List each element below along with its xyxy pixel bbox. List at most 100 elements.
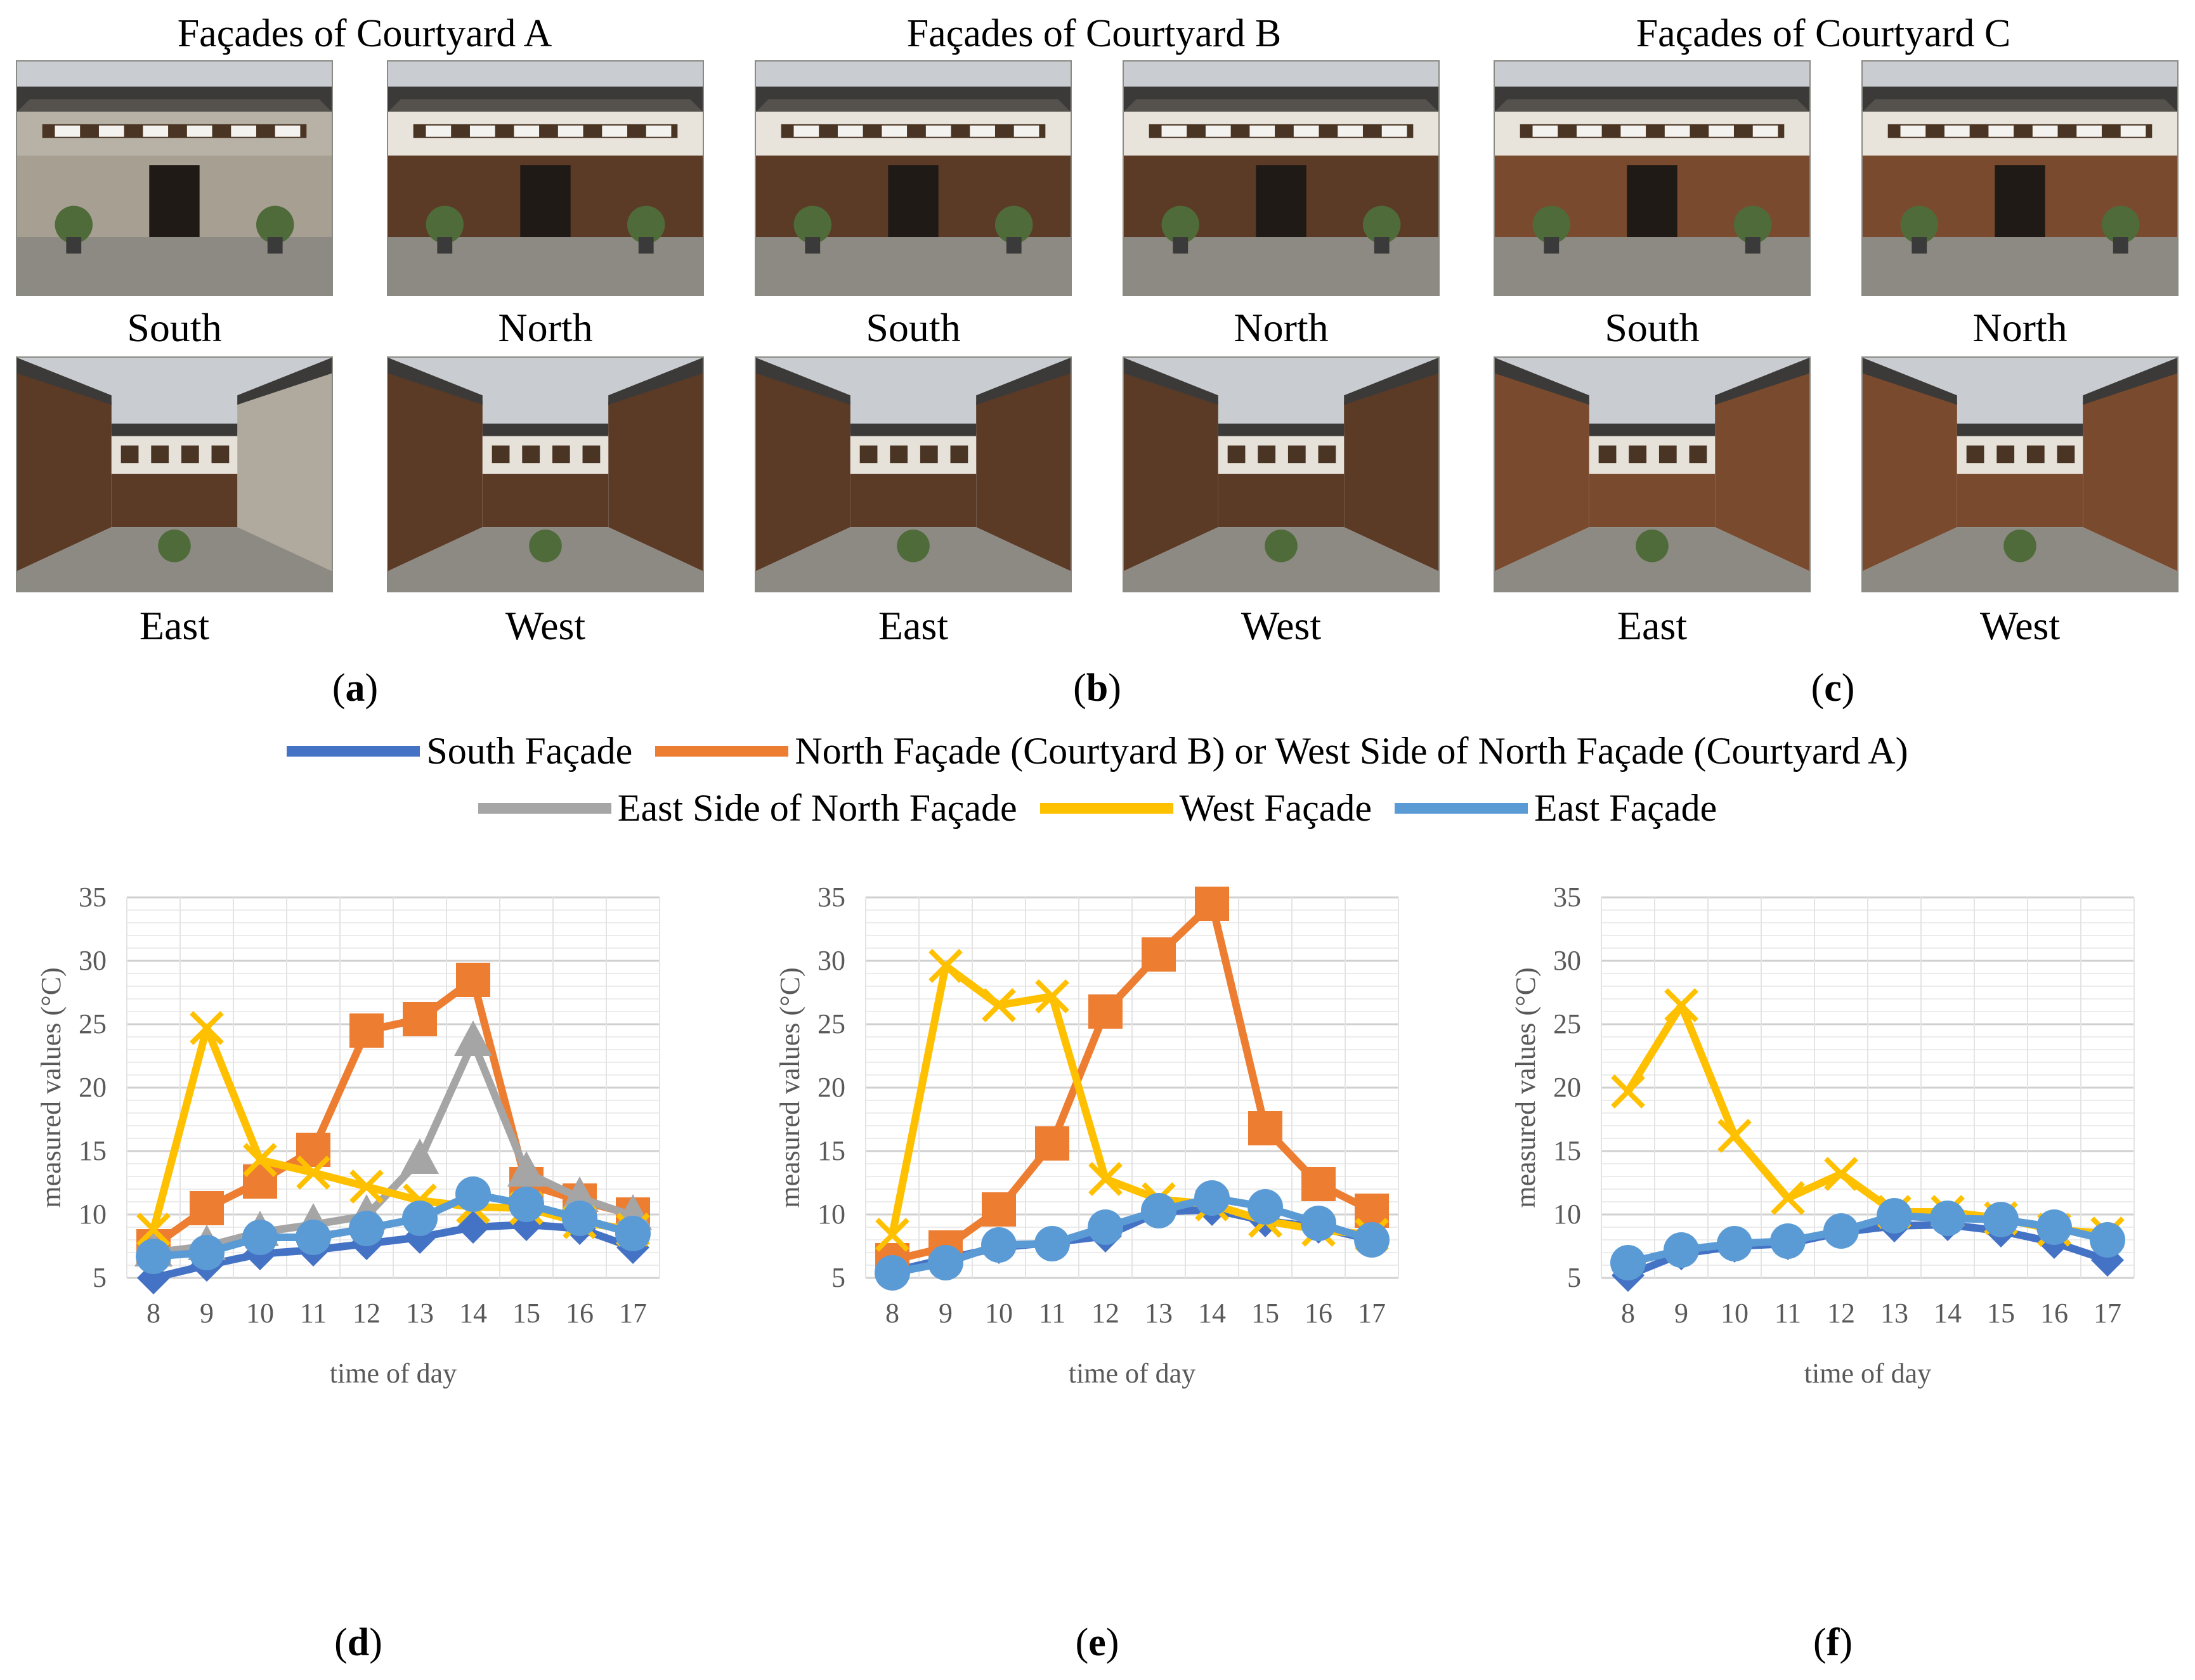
marker-north bbox=[1301, 1167, 1336, 1201]
marker-west bbox=[1824, 1157, 1858, 1191]
marker-east bbox=[562, 1201, 597, 1236]
series-line-west bbox=[889, 962, 1376, 1239]
series-line-north bbox=[150, 976, 637, 1250]
marker-north bbox=[982, 1192, 1016, 1227]
marker-north bbox=[1142, 937, 1176, 972]
legend-swatch-south bbox=[287, 746, 420, 757]
x-tick-label: 13 bbox=[1880, 1298, 1908, 1329]
legend-label-east: East Façade bbox=[1534, 787, 1717, 829]
x-tick-label: 14 bbox=[459, 1298, 487, 1329]
x-tick-label: 9 bbox=[1674, 1298, 1688, 1329]
marker-east bbox=[981, 1227, 1017, 1263]
legend-swatch-east-north bbox=[478, 803, 611, 814]
label-south-a: South bbox=[127, 305, 222, 350]
y-tick-label: 20 bbox=[79, 1072, 107, 1103]
series-line-south bbox=[150, 1221, 637, 1282]
x-tick-label: 12 bbox=[1091, 1298, 1119, 1329]
chart-svg-f: 5 10 15 20 25 30 35 8 9 10 11 12 13 14 15 16 17 time of d… bbox=[1510, 882, 2135, 1389]
panel-label-d: (d) bbox=[334, 1621, 382, 1664]
legend-label-north: North Façade (Courtyard B) or West Side … bbox=[795, 730, 1908, 772]
marker-west bbox=[349, 1169, 384, 1204]
marker-east bbox=[1141, 1193, 1176, 1228]
chart-d: 5 10 15 20 25 30 35 8 9 10 11 12 13 14 15 16 17 time of d… bbox=[13, 859, 742, 1576]
photo-south-b bbox=[755, 60, 1072, 296]
legend-row-1: South Façade North Façade (Courtyard B) … bbox=[0, 729, 2195, 773]
x-axis-label: time of day bbox=[330, 1358, 457, 1389]
label-east-a: East bbox=[139, 603, 210, 648]
legend-label-south: South Façade bbox=[426, 730, 633, 772]
marker-east_north bbox=[507, 1151, 545, 1187]
x-tick-label: 12 bbox=[1827, 1298, 1855, 1329]
x-tick-label: 15 bbox=[1987, 1298, 2015, 1329]
y-tick-label: 5 bbox=[1567, 1262, 1581, 1293]
y-tick-label: 30 bbox=[1553, 945, 1581, 976]
legend-label-east-north: East Side of North Façade bbox=[617, 787, 1017, 829]
legend-item-north: North Façade (Courtyard B) or West Side … bbox=[655, 729, 1908, 773]
x-tick-label: 16 bbox=[2040, 1298, 2068, 1329]
series-line-east bbox=[889, 1194, 1376, 1277]
marker-east bbox=[402, 1201, 438, 1236]
chart-svg-e: 5 10 15 20 25 30 35 8 9 10 11 12 13 14 15 16 17 time of d… bbox=[774, 882, 1399, 1389]
courtyard-c-title: Façades of Courtyard C bbox=[1636, 12, 2011, 55]
marker-west bbox=[243, 1143, 277, 1177]
marker-west bbox=[1771, 1181, 1805, 1215]
marker-north bbox=[349, 1013, 384, 1048]
photo-west-c bbox=[1861, 356, 2179, 592]
chart-f: 5 10 15 20 25 30 35 8 9 10 11 12 13 14 15 16 17 time of d… bbox=[1487, 859, 2195, 1576]
marker-east_north bbox=[561, 1176, 599, 1212]
photo-west-b bbox=[1123, 356, 1440, 592]
courtyard-a-title: Façades of Courtyard A bbox=[177, 12, 552, 55]
x-tick-label: 13 bbox=[406, 1298, 434, 1329]
marker-east bbox=[1354, 1222, 1390, 1258]
series-line-north bbox=[889, 900, 1376, 1264]
legend-item-east: East Façade bbox=[1395, 786, 1717, 830]
label-north-a: North bbox=[498, 305, 593, 350]
y-tick-label: 25 bbox=[1553, 1008, 1581, 1039]
x-tick-label: 8 bbox=[147, 1298, 160, 1329]
marker-north bbox=[1088, 994, 1123, 1029]
x-tick-label: 11 bbox=[300, 1298, 327, 1329]
series-line-east_north bbox=[150, 1038, 637, 1256]
photo-south-c bbox=[1494, 60, 1811, 296]
marker-east_north bbox=[401, 1138, 439, 1174]
marker-west bbox=[928, 949, 963, 983]
photo-north-b bbox=[1123, 60, 1440, 296]
marker-west bbox=[1611, 1074, 1645, 1109]
x-tick-label: 15 bbox=[1251, 1298, 1279, 1329]
x-tick-label: 16 bbox=[1305, 1298, 1332, 1329]
legend-item-east-north: East Side of North Façade bbox=[478, 786, 1017, 830]
y-tick-label: 35 bbox=[79, 882, 107, 913]
marker-east bbox=[2036, 1209, 2072, 1245]
marker-east bbox=[1247, 1189, 1283, 1225]
y-tick-label: 15 bbox=[817, 1135, 845, 1166]
panel-label-b: (b) bbox=[1073, 667, 1121, 710]
marker-west bbox=[875, 1218, 909, 1252]
marker-east bbox=[1930, 1201, 1965, 1236]
marker-south bbox=[457, 1211, 490, 1244]
marker-east bbox=[1301, 1206, 1336, 1241]
marker-east bbox=[242, 1220, 278, 1255]
marker-north bbox=[403, 1002, 437, 1036]
marker-east bbox=[455, 1176, 491, 1212]
y-tick-label: 10 bbox=[79, 1199, 107, 1230]
y-tick-label: 15 bbox=[1553, 1135, 1581, 1166]
x-tick-label: 8 bbox=[1621, 1298, 1635, 1329]
x-tick-label: 10 bbox=[985, 1298, 1013, 1329]
x-tick-label: 10 bbox=[246, 1298, 274, 1329]
y-tick-label: 25 bbox=[817, 1008, 845, 1039]
x-tick-label: 14 bbox=[1198, 1298, 1226, 1329]
x-axis-label: time of day bbox=[1069, 1358, 1195, 1389]
label-west-a: West bbox=[505, 603, 586, 648]
x-tick-label: 15 bbox=[512, 1298, 540, 1329]
marker-east bbox=[928, 1245, 963, 1280]
y-tick-label: 20 bbox=[817, 1072, 845, 1103]
y-tick-label: 35 bbox=[817, 882, 845, 913]
marker-east bbox=[1877, 1198, 1912, 1234]
y-tick-label: 25 bbox=[79, 1008, 107, 1039]
marker-east bbox=[875, 1255, 910, 1291]
x-tick-label: 13 bbox=[1145, 1298, 1173, 1329]
panel-label-e: (e) bbox=[1075, 1621, 1119, 1664]
y-tick-label: 30 bbox=[79, 945, 107, 976]
panel-label-c: (c) bbox=[1811, 667, 1855, 710]
y-axis-label: measured values (°C) bbox=[36, 967, 67, 1208]
